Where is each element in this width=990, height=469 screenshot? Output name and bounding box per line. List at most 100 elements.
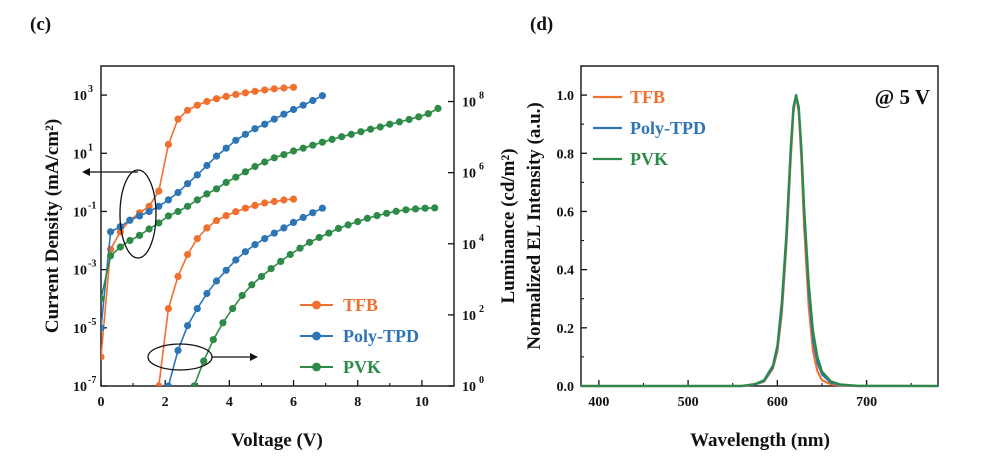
y-tick-label: 0.8 [557,147,575,162]
y-tick-label: 0.4 [557,264,575,279]
data-point [289,147,298,155]
data-point [174,346,182,354]
data-point [241,89,249,97]
data-point [251,241,259,249]
panel-d-plot-frame [580,65,939,387]
data-point [395,118,403,126]
data-point [101,353,105,361]
data-point [238,291,246,300]
data-point [280,110,288,118]
data-point [299,213,307,222]
data-point [344,221,352,229]
series-pvk-left [101,104,442,303]
data-point [267,265,275,273]
data-point [354,218,362,226]
data-point [222,144,230,152]
data-point [184,250,192,259]
data-point [402,206,410,214]
data-point [174,272,182,281]
panel-d-legend: TFB Poly-TPD PVK [593,87,706,169]
data-point [309,141,317,149]
data-point [174,207,182,216]
data-point [261,120,269,128]
data-point [222,266,230,274]
data-point [155,219,163,227]
panel-c-ylabel: Current Density (mA/cm²) [42,119,63,333]
series-poly-tpd [581,93,938,388]
legend-label: Poly-TPD [343,326,419,346]
data-point [116,243,124,251]
data-point [203,190,211,198]
series-poly-tpd-right [164,204,326,386]
data-point [434,104,442,112]
data-point [145,202,153,210]
panel-d-series [581,93,939,388]
x-tick-label: 10 [415,395,429,410]
data-point [325,229,333,237]
data-point [200,357,208,365]
data-point [280,224,288,232]
series-line [193,207,435,386]
panel-c-plot-frame [100,65,455,387]
panel-c-legend: TFB Poly-TPD PVK [300,295,419,377]
legend-item-poly-tpd: Poly-TPD [593,118,706,138]
y-tick-label: 10 [73,89,87,104]
data-point [212,185,221,193]
data-point [212,277,221,285]
x-tick-label: 400 [588,395,609,410]
data-point [257,272,266,281]
series-tfb [581,93,938,388]
data-point [229,305,237,313]
left-axis-oval [119,169,157,259]
data-point [232,208,240,216]
data-point [270,115,278,123]
data-point [296,244,304,252]
data-point [309,96,317,105]
data-point [367,125,375,133]
data-point [251,201,259,209]
data-point [203,289,211,298]
panel-d-xlabel: Wavelength (nm) [690,430,830,451]
x-tick-label: 700 [856,395,877,410]
data-point [261,235,269,243]
data-point [299,144,307,152]
legend-item-tfb: TFB [593,87,665,107]
data-point [318,138,326,146]
data-point [383,209,391,217]
series-pvk [581,93,939,388]
data-point [209,336,217,344]
data-point [232,136,240,144]
x-tick-label: 2 [162,395,169,410]
data-point [386,120,394,128]
data-point [164,140,172,149]
legend-label: PVK [343,357,381,377]
y-tick-exponent: -5 [88,317,96,328]
data-point [126,236,134,245]
y-tick-exponent: 1 [88,142,93,153]
data-point [270,197,278,206]
data-point [241,168,249,176]
data-point [315,233,323,242]
data-point [219,319,227,327]
data-point [251,125,259,133]
data-point [190,382,198,386]
data-point [203,224,211,232]
panel-d-annotation: @ 5 V [875,85,930,109]
data-point [289,195,298,203]
y2-tick-label: 10 [462,380,476,395]
y2-tick-label: 10 [462,238,476,253]
data-point [309,209,317,217]
y-tick-label: 0.6 [557,205,575,220]
data-point [261,158,269,166]
y-tick-label: 10 [73,380,87,395]
panel-c-y2label: Luminance (cd/m²) [498,148,519,303]
y2-tick-exponent: 0 [479,375,484,386]
data-point [193,196,201,204]
data-point [338,133,346,141]
data-point [184,180,192,188]
y2-tick-label: 10 [462,167,476,182]
data-point [376,123,384,131]
data-point [101,324,105,332]
data-point [155,187,163,195]
data-point [145,207,153,216]
